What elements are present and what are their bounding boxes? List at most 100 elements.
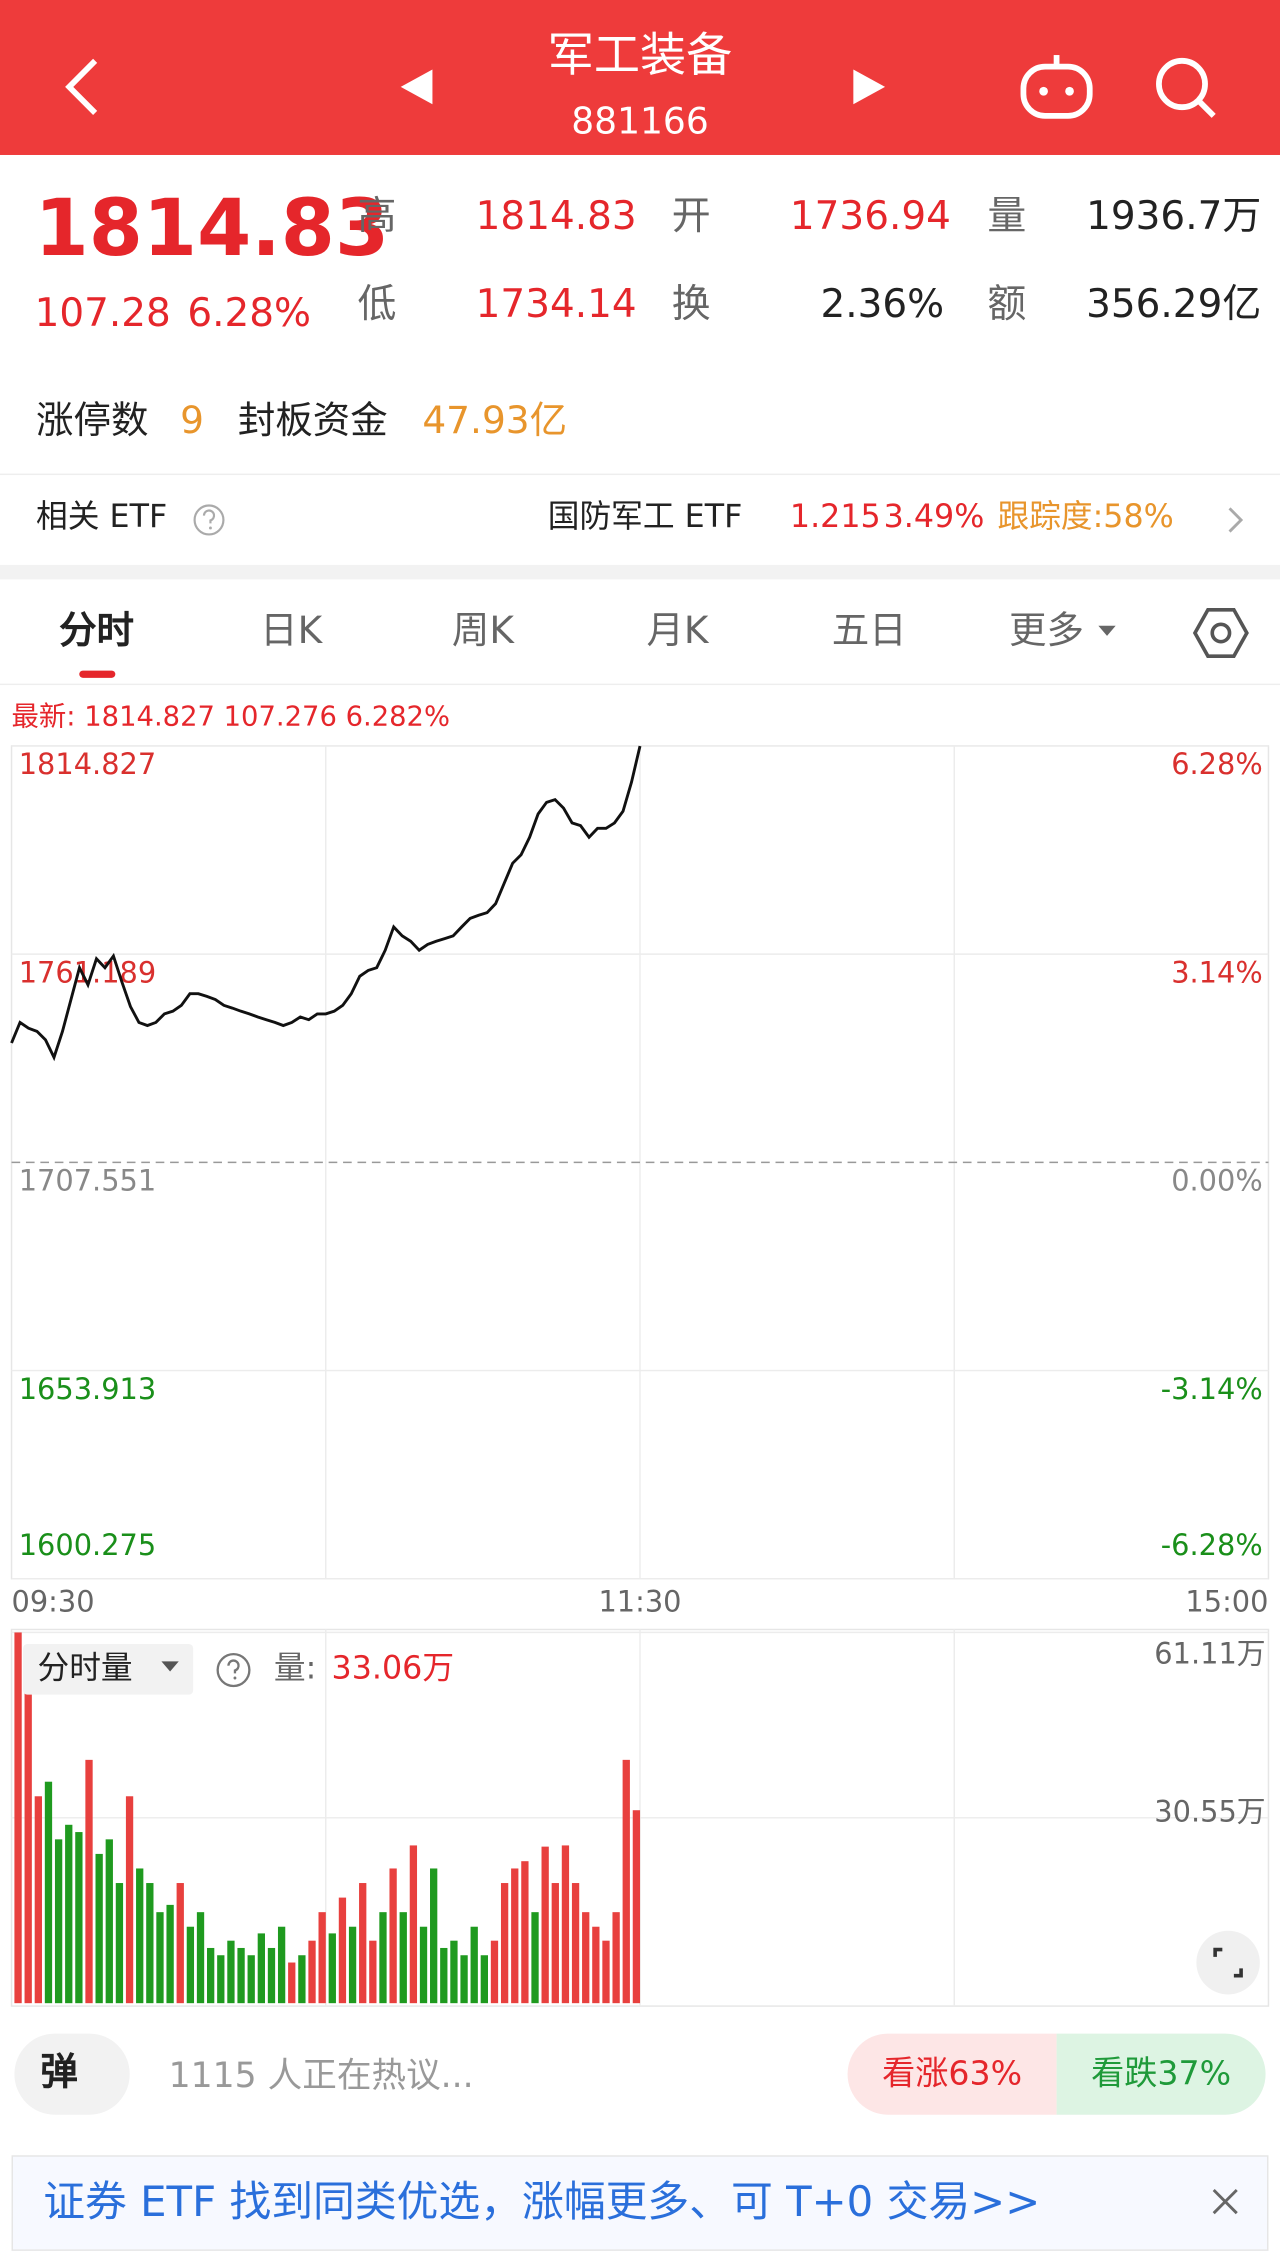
stat-value: 1734.14 [475, 282, 637, 328]
volume-bar [541, 1846, 549, 2004]
volume-bar [480, 1955, 488, 2004]
volume-bar [419, 1926, 428, 2004]
volume-bar [196, 1912, 205, 2004]
stat-label: 换 [671, 282, 711, 328]
divider [0, 683, 1280, 686]
volume-bar [379, 1912, 387, 2004]
volume-bar [521, 1861, 529, 2004]
y-tick-label: 1600.275 [19, 1528, 156, 1562]
dropdown-arrow [161, 1661, 179, 1672]
volume-bar [348, 1926, 357, 2004]
volume-bar [409, 1845, 418, 2004]
volume-bar [632, 1810, 641, 2004]
volume-bar [166, 1904, 174, 2004]
volume-label: 量: [273, 1651, 317, 1688]
stat-label: 低 [357, 282, 397, 328]
volume-bar [389, 1868, 397, 2004]
volume-bar [237, 1947, 245, 2004]
x-tick-label: 15:00 [1185, 1584, 1268, 1618]
volume-selector-label[interactable]: 分时量 [37, 1651, 133, 1688]
y2-tick-label: -3.14% [1161, 1372, 1263, 1406]
tab[interactable]: 分时 [59, 609, 135, 654]
bullet-label[interactable]: 弹 [40, 2050, 78, 2095]
volume-bar [571, 1883, 580, 2004]
chevron[interactable] [1222, 503, 1251, 538]
volume-bar [592, 1926, 600, 2004]
volume-bar [136, 1868, 144, 2004]
tab[interactable]: 日K [260, 609, 323, 654]
bear-button[interactable]: 看跌37% [1056, 2033, 1266, 2115]
price-line [10, 745, 642, 1062]
close-button[interactable] [1208, 2184, 1243, 2219]
volume-bar [125, 1796, 134, 2004]
stat-value: 1736.94 [789, 194, 951, 239]
volume-bar [318, 1912, 326, 2004]
robot-button[interactable] [1020, 55, 1093, 119]
tab[interactable]: 月K [646, 609, 709, 654]
volume-bar [430, 1868, 438, 2004]
latest-info: 最新: 1814.827 107.276 6.282% [11, 701, 451, 733]
prev-button[interactable] [400, 69, 433, 105]
volume-bar [359, 1883, 367, 2004]
volume-bar [267, 1947, 276, 2004]
volume-bar [440, 1947, 448, 2004]
volume-bar [54, 1839, 63, 2004]
etf-price: 1.215 [789, 499, 881, 536]
volume-bar [551, 1883, 559, 2004]
hot-text[interactable]: 1115 人正在热议... [168, 2055, 474, 2096]
volume-selector[interactable] [23, 1643, 194, 1695]
y2-tick-label: 6.28% [1171, 747, 1263, 781]
code: 881166 [571, 99, 709, 142]
y-tick-label: 1653.913 [19, 1372, 156, 1406]
volume-bar [450, 1940, 458, 2004]
help-icon[interactable] [190, 501, 227, 539]
fund-label: 封板资金 [237, 399, 388, 444]
volume-bar [460, 1955, 468, 2004]
stat-value: 1936.7万 [1086, 194, 1262, 239]
volume-bar [602, 1940, 610, 2004]
tab[interactable]: 周K [451, 609, 514, 654]
tab[interactable]: 五日 [831, 609, 907, 654]
volume-bar [156, 1912, 164, 2004]
volume-bar [399, 1912, 407, 2004]
expand-button[interactable] [1195, 1929, 1261, 1996]
etf-name[interactable]: 国防军工 ETF [547, 499, 743, 536]
volume-bar [186, 1926, 195, 2004]
stat-value: 1814.83 [475, 194, 637, 239]
volume-bar [24, 1680, 32, 2004]
stat-label: 开 [671, 194, 711, 239]
banner[interactable] [11, 2155, 1269, 2251]
volume-bar [277, 1926, 286, 2004]
bull-button[interactable]: 看涨63% [847, 2033, 1057, 2115]
stat-label: 额 [987, 282, 1027, 328]
price: 1814.83 [34, 182, 390, 274]
next-button[interactable] [853, 69, 886, 105]
volume-bar [247, 1955, 255, 2004]
help-icon[interactable] [213, 1650, 253, 1691]
settings-button[interactable] [1192, 604, 1250, 662]
header-icons [65, 55, 1216, 119]
change: 107.28 [34, 291, 171, 337]
limit-up-count: 9 [180, 399, 205, 444]
y-tick-label: 1707.551 [19, 1164, 156, 1198]
volume-bar [75, 1832, 83, 2004]
volume-bar [369, 1940, 377, 2004]
volume-bar [500, 1883, 509, 2004]
volume-bar [115, 1883, 124, 2004]
volume-bar [298, 1955, 306, 2004]
stat-value: 356.29亿 [1086, 282, 1262, 328]
tab[interactable]: 更多 [1009, 609, 1084, 654]
search-button[interactable] [1156, 57, 1216, 118]
volume-bar [257, 1933, 265, 2004]
header-bar [0, 0, 1280, 155]
banner-text[interactable]: 证券 ETF 找到同类优选，涨幅更多、可 T+0 交易>> [43, 2176, 1041, 2227]
y2-tick-label: -6.28% [1161, 1528, 1263, 1562]
stat-label: 高 [357, 194, 397, 239]
back-button[interactable] [65, 58, 98, 116]
volume-bar [207, 1947, 215, 2004]
x-tick-label: 09:30 [12, 1584, 95, 1618]
bullet-button[interactable] [14, 2033, 130, 2115]
dropdown-arrow [1098, 625, 1116, 636]
volume-bar [612, 1912, 620, 2004]
